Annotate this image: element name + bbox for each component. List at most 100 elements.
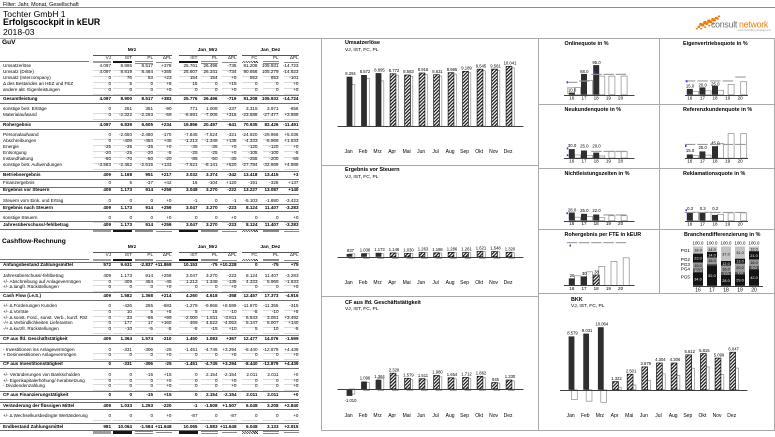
svg-text:1.038: 1.038 [360, 248, 371, 253]
svg-text:Jun: Jun [417, 149, 425, 155]
svg-text:1.579: 1.579 [403, 373, 414, 378]
svg-text:15.0: 15.0 [686, 148, 695, 153]
svg-text:1.261: 1.261 [461, 247, 472, 252]
svg-text:Nov: Nov [489, 149, 498, 155]
svg-text:17: 17 [700, 221, 706, 226]
svg-text:Nov: Nov [713, 413, 722, 419]
svg-text:1.173: 1.173 [374, 247, 385, 252]
svg-text:Mai: Mai [403, 280, 411, 286]
svg-text:1.511: 1.511 [418, 373, 429, 378]
svg-text:Feb: Feb [359, 413, 368, 419]
svg-text:42.0: 42.0 [750, 276, 757, 280]
svg-text:38: 38 [594, 269, 599, 274]
svg-text:8.579: 8.579 [567, 331, 578, 336]
svg-text:10.0: 10.0 [694, 269, 701, 273]
svg-text:17: 17 [700, 95, 706, 100]
svg-text:20: 20 [618, 221, 624, 226]
svg-text:Feb: Feb [581, 413, 590, 419]
svg-text:Aug: Aug [446, 280, 455, 286]
svg-text:13.0: 13.0 [736, 259, 743, 263]
svg-text:14.0: 14.0 [708, 253, 715, 257]
svg-text:1.654: 1.654 [447, 372, 458, 377]
svg-text:8.895: 8.895 [374, 67, 385, 72]
svg-text:16.0: 16.0 [708, 259, 715, 263]
svg-text:Feb: Feb [359, 280, 368, 286]
svg-text:1.030: 1.030 [403, 248, 414, 253]
svg-text:Apr: Apr [611, 413, 619, 419]
svg-text:16: 16 [687, 221, 693, 226]
svg-text:1.286: 1.286 [447, 247, 458, 252]
svg-text:12.0: 12.0 [750, 247, 757, 251]
svg-text:15.0: 15.0 [694, 264, 701, 268]
svg-text:20: 20 [751, 287, 757, 293]
svg-text:45.0: 45.0 [711, 140, 720, 145]
svg-text:8.294: 8.294 [345, 71, 356, 76]
svg-text:17: 17 [581, 221, 587, 226]
svg-text:20: 20 [738, 221, 744, 226]
svg-text:37.0: 37.0 [722, 252, 729, 256]
svg-text:18: 18 [594, 159, 600, 164]
svg-text:PG2: PG2 [681, 256, 691, 261]
svg-text:16: 16 [569, 221, 575, 226]
svg-text:2.320: 2.320 [389, 367, 400, 372]
svg-text:Dez: Dez [504, 413, 513, 419]
svg-text:Mai: Mai [625, 413, 633, 419]
svg-text:9.0: 9.0 [751, 266, 756, 270]
svg-text:15.0: 15.0 [686, 83, 695, 88]
svg-text:21.0: 21.0 [750, 253, 757, 257]
svg-text:Jun: Jun [417, 413, 425, 419]
svg-text:Okt: Okt [475, 280, 483, 286]
svg-text:1.330: 1.330 [505, 374, 516, 379]
svg-text:8.965: 8.965 [447, 67, 458, 72]
svg-text:17: 17 [581, 159, 587, 164]
svg-text:25.0: 25.0 [580, 207, 589, 212]
svg-text:1.621: 1.621 [476, 246, 487, 251]
svg-text:28.0: 28.0 [722, 278, 729, 282]
svg-text:Aug: Aug [446, 149, 455, 155]
svg-text:PG5: PG5 [681, 274, 691, 279]
svg-text:1.364: 1.364 [374, 374, 385, 379]
svg-text:Mrz: Mrz [596, 413, 605, 419]
svg-text:Mrz: Mrz [373, 149, 382, 155]
svg-text:Mai: Mai [403, 149, 411, 155]
svg-text:1.712: 1.712 [461, 372, 472, 377]
svg-text:17: 17 [700, 159, 706, 164]
svg-text:Mrz: Mrz [373, 280, 382, 286]
svg-text:20: 20 [618, 285, 624, 290]
svg-text:68.0: 68.0 [580, 69, 589, 74]
svg-text:5.099: 5.099 [714, 352, 725, 357]
svg-text:10.064: 10.064 [595, 321, 608, 326]
svg-text:18: 18 [712, 159, 718, 164]
svg-text:Apr: Apr [388, 413, 396, 419]
svg-text:16.0: 16.0 [722, 267, 729, 271]
svg-text:16: 16 [569, 95, 575, 100]
svg-text:8.583: 8.583 [403, 69, 414, 74]
svg-text:25.0: 25.0 [711, 82, 720, 87]
svg-text:20: 20 [738, 95, 744, 100]
svg-text:8.572: 8.572 [360, 69, 371, 74]
svg-text:Jun: Jun [640, 413, 648, 419]
svg-text:9.031: 9.031 [582, 328, 593, 333]
svg-text:28.0: 28.0 [568, 207, 577, 212]
svg-text:16: 16 [569, 285, 575, 290]
svg-text:30: 30 [582, 270, 587, 275]
svg-text:14.0: 14.0 [708, 247, 715, 251]
svg-text:Jul: Jul [655, 413, 661, 419]
svg-text:0.3: 0.3 [687, 206, 694, 211]
svg-text:20.0: 20.0 [592, 144, 601, 149]
svg-text:4.306: 4.306 [670, 357, 681, 362]
svg-text:Dez: Dez [504, 280, 513, 286]
svg-text:Okt: Okt [475, 413, 483, 419]
svg-text:18: 18 [594, 285, 600, 290]
svg-text:PG1: PG1 [681, 248, 691, 253]
svg-text:1.980: 1.980 [432, 370, 443, 375]
svg-text:Jun: Jun [417, 280, 425, 286]
svg-text:0.2: 0.2 [712, 206, 719, 211]
svg-text:Jan: Jan [345, 149, 353, 155]
svg-text:1.320: 1.320 [505, 247, 516, 252]
svg-text:19: 19 [606, 95, 612, 100]
svg-text:19: 19 [606, 285, 612, 290]
svg-text:16: 16 [569, 159, 575, 164]
svg-text:5.815: 5.815 [699, 348, 710, 353]
svg-text:10.0: 10.0 [568, 88, 577, 93]
